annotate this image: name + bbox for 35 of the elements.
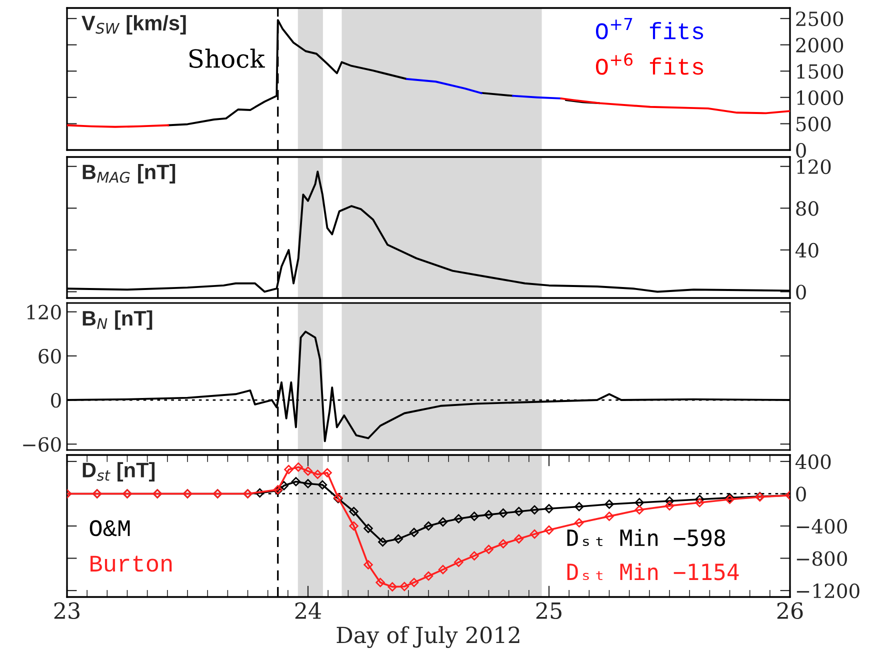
y2-tick-label: −400: [796, 518, 847, 534]
chart-title: B$_{MAG}$ [nT]: [82, 164, 176, 184]
chart-title: B$_{N}$ [nT]: [82, 310, 152, 330]
chart-title: D$_{st}$ [nT]: [82, 462, 155, 482]
x-tick-label: 26: [777, 602, 803, 620]
annotation: Dₛₜ Min −1154: [567, 563, 739, 580]
y-tick-label: 120: [27, 304, 61, 320]
y-tick-label: 60: [38, 348, 61, 364]
y-tick-label: 0: [51, 392, 61, 408]
y2-tick-label: 80: [796, 201, 818, 216]
y2-tick-label: 0: [796, 486, 806, 502]
annotation: Shock: [189, 48, 265, 68]
x-tick-label: 24: [295, 602, 322, 619]
y2-tick-label: −1200: [796, 584, 860, 598]
y2-tick-label: 1000: [797, 90, 844, 106]
annotation: Dₛₜ Min −598: [567, 528, 725, 546]
y2-tick-label: −800: [796, 551, 847, 566]
y2-tick-label: 0: [796, 142, 806, 158]
text: Burton: [90, 556, 172, 572]
y2-tick-label: 500: [796, 116, 831, 132]
x-tick-label: 25: [536, 602, 562, 620]
series-label: O&M: [90, 520, 130, 536]
y2-tick-label: 120: [797, 159, 831, 174]
y2-tick-label: 0: [796, 284, 806, 300]
x-tick-label: 23: [54, 602, 80, 620]
y2-tick-label: 1500: [797, 64, 844, 79]
y2-tick-label: 400: [795, 454, 831, 470]
y2-tick-label: 2000: [796, 38, 844, 52]
text: O$^{+7}$ fits: [596, 18, 704, 40]
y2-tick-label: 40: [795, 242, 818, 258]
x-axis-title: Day of July 2012: [336, 626, 520, 648]
series-label: O$^{+6}$ fits: [596, 53, 704, 75]
y-tick-label: −60: [23, 437, 61, 452]
y2-tick-label: 2500: [796, 11, 844, 26]
chart-title: V$_{SW}$ [km/s]: [82, 15, 186, 35]
